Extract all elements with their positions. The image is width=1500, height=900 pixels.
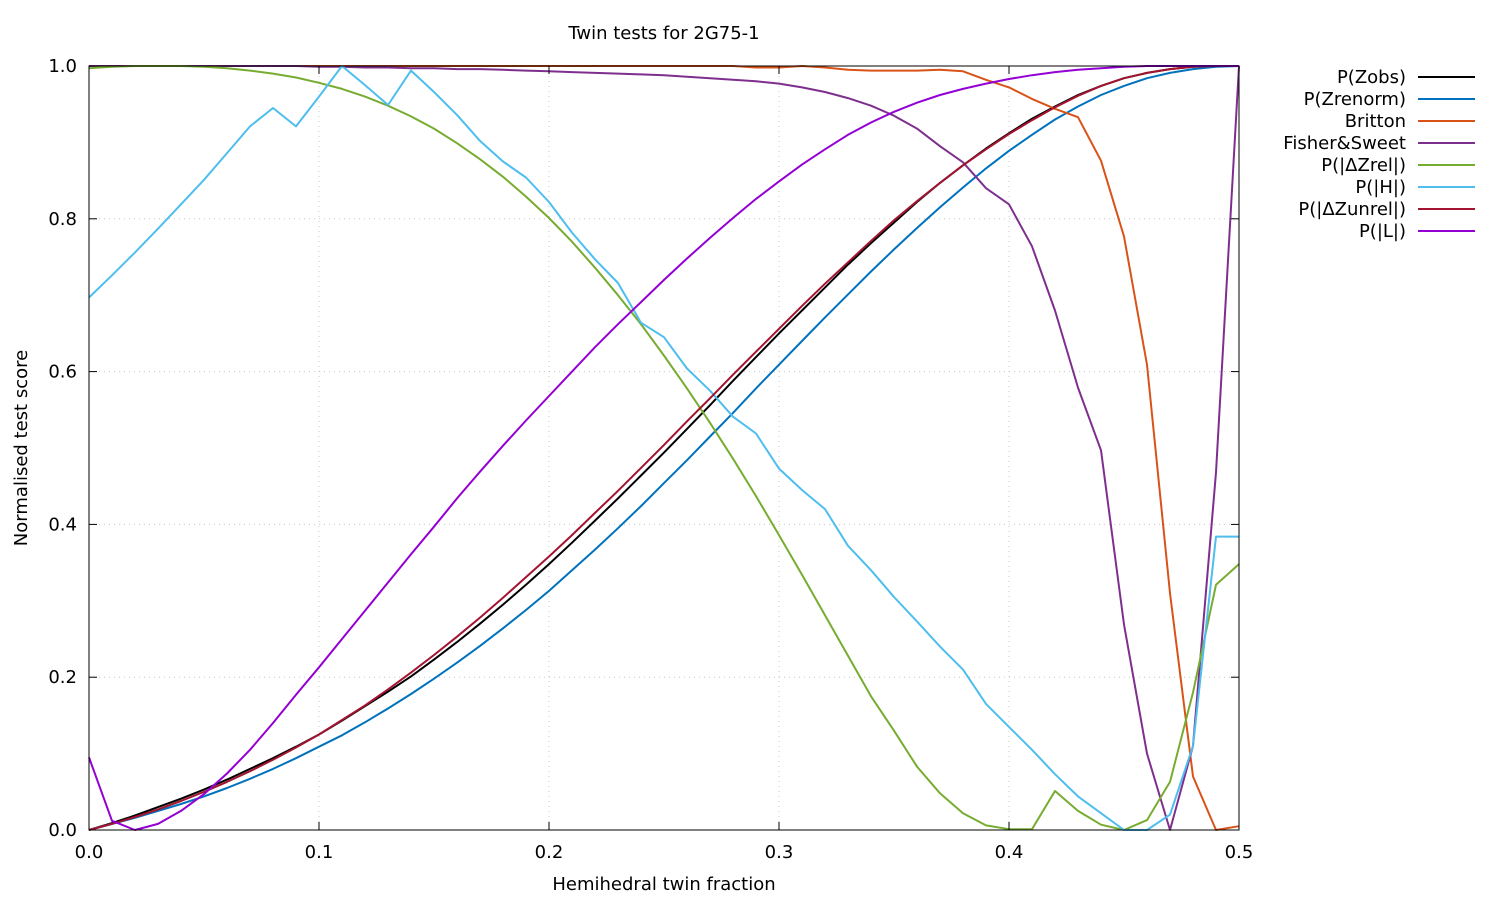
legend-label: P(|ΔZrel|)	[1321, 155, 1406, 176]
series-line-7	[88, 65, 1239, 831]
x-axis-title: Hemihedral twin fraction	[552, 874, 775, 895]
y-tick-label: 0.6	[48, 362, 77, 383]
legend-label: Fisher&Sweet	[1283, 133, 1406, 154]
axis-ticks: 0.0 0.1 0.2 0.3 0.4 0.5 0.0 0.2 0.4 0.6 0.8 1.0	[48, 56, 1253, 863]
x-tick-label: 0.1	[305, 842, 334, 863]
series-line-2	[88, 65, 1240, 831]
x-tick-label: 0.3	[765, 842, 794, 863]
y-tick-label: 0.4	[48, 514, 77, 535]
plot-lines	[88, 65, 1240, 831]
series-line-1	[88, 65, 1239, 831]
legend-label: Britton	[1345, 111, 1406, 132]
y-tick-label: 0.0	[48, 820, 77, 841]
x-tick-label: 0.0	[75, 842, 104, 863]
legend-label: P(|H|)	[1355, 177, 1406, 198]
series-line-4	[89, 65, 1240, 831]
chart-title: Twin tests for 2G75-1	[567, 23, 759, 44]
legend: P(Zobs)P(Zrenorm)BrittonFisher&SweetP(|Δ…	[1283, 67, 1475, 242]
legend-label: P(Zobs)	[1337, 67, 1406, 88]
y-axis-title: Normalised test score	[11, 350, 32, 546]
legend-label: P(|L|)	[1359, 221, 1406, 242]
series-line-3	[89, 65, 1240, 831]
y-tick-label: 0.2	[48, 667, 77, 688]
y-tick-label: 1.0	[48, 56, 77, 77]
series-line-8	[88, 65, 1239, 831]
x-tick-label: 0.2	[535, 842, 564, 863]
grid-lines	[89, 66, 1239, 830]
series-line-5	[88, 65, 1240, 831]
plot-frame	[88, 65, 1240, 831]
y-tick-label: 0.8	[48, 209, 77, 230]
x-tick-label: 0.5	[1225, 842, 1254, 863]
series-line-6	[88, 65, 1239, 831]
legend-label: P(Zrenorm)	[1304, 89, 1406, 110]
x-tick-label: 0.4	[995, 842, 1024, 863]
legend-label: P(|ΔZunrel|)	[1298, 199, 1406, 220]
